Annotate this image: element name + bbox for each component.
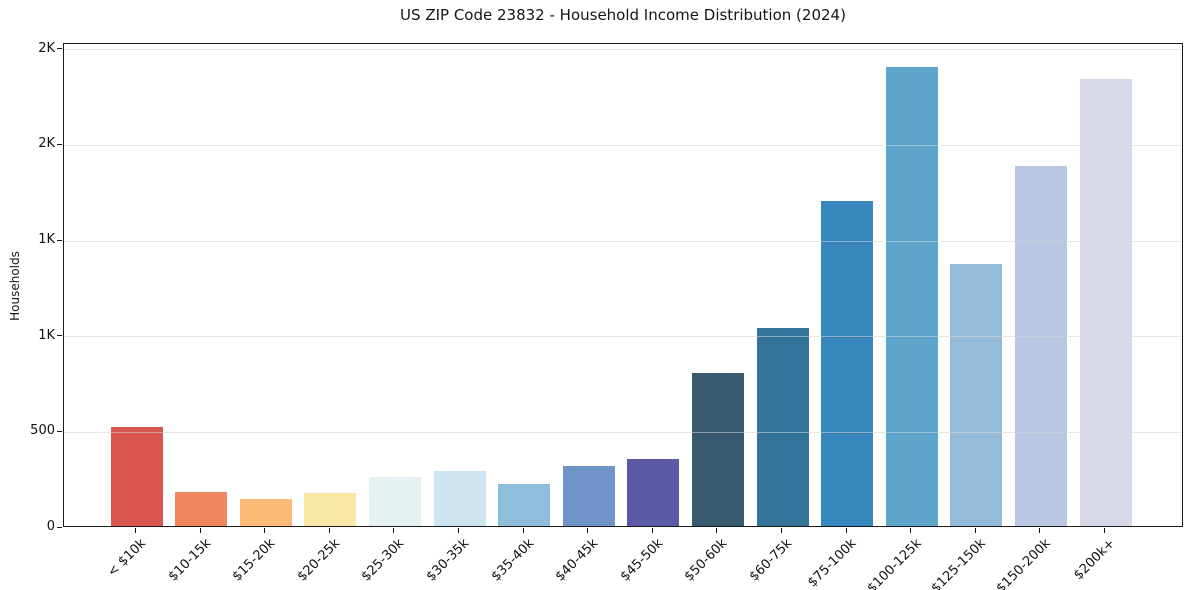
bar-75-100k xyxy=(821,200,874,526)
x-tick-mark xyxy=(328,528,330,533)
x-tick-mark xyxy=(781,528,782,533)
x-tick-mark xyxy=(651,528,653,533)
bar-40-45k xyxy=(562,465,615,526)
x-tick-label: < $10k xyxy=(105,536,150,581)
x-tick-label: $40-45k xyxy=(552,536,602,585)
y-tick-mark xyxy=(57,335,62,337)
x-tick-label: $60-75k xyxy=(746,536,796,585)
x-tick-label: $25-30k xyxy=(359,536,408,585)
x-tick-mark xyxy=(587,528,589,533)
bar-20-25k xyxy=(304,493,357,526)
bar-25-30k xyxy=(368,477,421,526)
y-tick-label: 0 xyxy=(46,519,55,534)
plot-area xyxy=(63,43,1183,527)
y-axis-label: Households xyxy=(8,251,22,321)
x-tick-mark xyxy=(1039,528,1041,533)
y-tick-mark xyxy=(57,143,62,145)
grid-layer xyxy=(64,44,1182,526)
bar-125-150k xyxy=(950,263,1003,526)
x-tick-mark xyxy=(458,528,459,533)
x-tick-label: $75-100k xyxy=(805,536,860,590)
x-tick-label: $100-125k xyxy=(864,536,925,590)
y-gridline xyxy=(64,240,1182,242)
y-tick-label: 500 xyxy=(30,423,55,439)
bar-200k xyxy=(1079,79,1132,526)
x-tick-mark xyxy=(910,528,912,533)
x-tick-mark xyxy=(1104,528,1105,533)
bar-150-200k xyxy=(1014,166,1067,526)
y-gridline xyxy=(64,431,1182,433)
x-tick-label: $15-20k xyxy=(229,536,279,585)
x-tick-label: $20-25k xyxy=(294,536,343,585)
x-tick-label: $10-15k xyxy=(165,536,214,585)
x-tick-mark xyxy=(393,528,395,533)
x-tick-mark xyxy=(135,528,136,533)
x-tick-mark xyxy=(845,528,847,533)
y-tick-label: 2K xyxy=(38,40,55,56)
x-tick-label: $35-40k xyxy=(488,536,537,585)
x-tick-mark xyxy=(199,528,201,533)
bar-100-125k xyxy=(885,66,938,526)
bar-60-75k xyxy=(756,328,809,526)
y-gridline xyxy=(64,336,1182,338)
x-tick-label: $200k+ xyxy=(1071,536,1119,584)
bar-50-60k xyxy=(691,372,744,526)
bar-45-50k xyxy=(627,458,680,526)
x-tick-label: $45-50k xyxy=(617,536,666,585)
x-tick-mark xyxy=(974,528,976,533)
y-tick-label: 1K xyxy=(38,232,55,248)
y-tick-mark xyxy=(57,239,62,241)
x-tick-mark xyxy=(522,528,524,533)
bar-15-20k xyxy=(239,499,292,526)
y-tick-label: 2K xyxy=(38,136,55,152)
bar-30-35k xyxy=(433,470,486,526)
chart-title: US ZIP Code 23832 - Household Income Dis… xyxy=(400,6,846,24)
x-tick-label: $150-200k xyxy=(993,536,1054,590)
bar-10-15k xyxy=(175,491,228,526)
x-tick-label: $30-35k xyxy=(423,536,473,585)
y-tick-label: 1K xyxy=(38,327,55,343)
bars-layer xyxy=(64,44,1182,526)
y-gridline xyxy=(64,49,1182,51)
bar-35-40k xyxy=(498,483,551,526)
x-tick-mark xyxy=(264,528,266,533)
x-tick-mark xyxy=(716,528,718,533)
x-tick-label: $125-150k xyxy=(928,536,989,590)
bar-10k xyxy=(110,427,163,526)
y-tick-mark xyxy=(57,430,62,432)
y-gridline xyxy=(64,144,1182,146)
y-tick-mark xyxy=(57,526,62,528)
y-tick-mark xyxy=(57,48,62,50)
x-tick-label: $50-60k xyxy=(682,536,731,585)
